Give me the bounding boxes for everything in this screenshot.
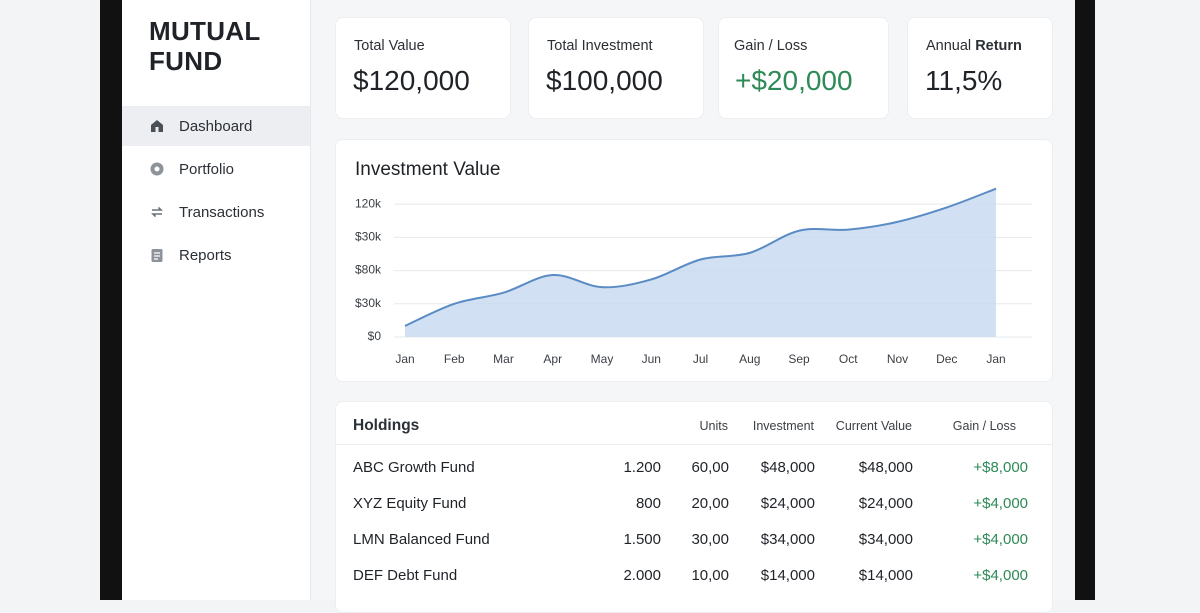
y-tick-label: $0 bbox=[368, 329, 382, 343]
holdings-card: Holdings Units Investment Current Value Gai… bbox=[335, 401, 1053, 613]
icon-transactions bbox=[151, 206, 163, 218]
stat-label: Gain / Loss bbox=[734, 38, 808, 54]
stat-label-emphasis: Return bbox=[975, 38, 1022, 54]
column-header: Gain / Loss bbox=[952, 419, 1016, 433]
nav-label: Portfolio bbox=[179, 160, 235, 178]
chart: Investment Value $0 $30k $80k $30k 120k Jan Fe… bbox=[355, 159, 1032, 366]
table-cell: $14,000 bbox=[858, 567, 913, 584]
table-cell: 30,00 bbox=[691, 531, 729, 548]
x-tick-label: Dec bbox=[936, 352, 957, 366]
holdings-title: Holdings bbox=[353, 417, 420, 434]
sidebar bbox=[122, 0, 311, 600]
gain-cell: +$4,000 bbox=[973, 531, 1028, 548]
x-tick-label: Jul bbox=[693, 352, 708, 366]
x-tick-label: Jan bbox=[395, 352, 414, 366]
icon-portfolio bbox=[150, 162, 164, 176]
y-tick-label: 120k bbox=[355, 196, 382, 210]
gain-cell: +$4,000 bbox=[973, 495, 1028, 512]
x-tick-label: Jun bbox=[642, 352, 661, 366]
column-header: Investment bbox=[752, 419, 814, 433]
page: MUTUAL FUND Dashboard Portfolio Transact… bbox=[100, 0, 1095, 613]
brand-title: MUTUAL FUND bbox=[149, 16, 261, 76]
y-tick-label: $30k bbox=[355, 230, 382, 244]
table-cell: 1.200 bbox=[623, 459, 661, 476]
x-tick-label: May bbox=[591, 352, 614, 366]
stat-value: +$20,000 bbox=[735, 65, 853, 96]
y-tick-label: $80k bbox=[355, 263, 382, 277]
table-cell: $34,000 bbox=[760, 531, 815, 548]
fund-name: DEF Debt Fund bbox=[353, 567, 458, 584]
table-cell: 10,00 bbox=[691, 567, 729, 584]
fund-name: ABC Growth Fund bbox=[353, 459, 475, 476]
stat-value: 11,5% bbox=[925, 65, 1003, 96]
table-cell: 2.000 bbox=[623, 567, 661, 584]
nav-item[interactable]: Dashboard bbox=[122, 106, 310, 146]
fund-name: LMN Balanced Fund bbox=[353, 531, 490, 548]
x-tick-label: Apr bbox=[543, 352, 562, 366]
divider bbox=[336, 444, 1052, 445]
column-header: Units bbox=[699, 419, 728, 433]
nav-label: Reports bbox=[179, 246, 232, 264]
nav-item[interactable]: Reports bbox=[122, 235, 310, 275]
x-tick-label: Oct bbox=[839, 352, 858, 366]
stat-card: Total Value $120,000 bbox=[335, 17, 511, 119]
table-cell: $48,000 bbox=[858, 459, 913, 476]
stat-card: Total Investment $100,000 bbox=[528, 17, 704, 119]
nav-label: Dashboard bbox=[179, 117, 253, 135]
table-cell: 800 bbox=[635, 495, 661, 512]
nav-label: Transactions bbox=[179, 203, 265, 221]
stat-label: Annual Return bbox=[926, 38, 1022, 54]
gain-cell: +$8,000 bbox=[973, 459, 1028, 476]
x-tick-label: Jan bbox=[986, 352, 1005, 366]
fund-name: XYZ Equity Fund bbox=[353, 495, 467, 512]
chart-card: Investment Value $0 $30k $80k $30k 120k Jan Fe… bbox=[335, 139, 1053, 382]
table-cell: $24,000 bbox=[760, 495, 815, 512]
area bbox=[405, 188, 996, 337]
table-cell: 20,00 bbox=[691, 495, 729, 512]
stat-label: Total Investment bbox=[547, 38, 653, 54]
nav-item[interactable]: Portfolio bbox=[122, 149, 310, 189]
nav-item[interactable]: Transactions bbox=[122, 192, 310, 232]
stat-card: Annual Return 11,5% bbox=[907, 17, 1053, 119]
x-tick-label: Mar bbox=[493, 352, 514, 366]
x-tick-label: Aug bbox=[739, 352, 760, 366]
x-tick-label: Feb bbox=[444, 352, 465, 366]
y-tick-label: $30k bbox=[355, 296, 382, 310]
table-cell: 1.500 bbox=[623, 531, 661, 548]
table-cell: $48,000 bbox=[760, 459, 815, 476]
x-tick-label: Nov bbox=[887, 352, 908, 366]
stat-label-text: Annual bbox=[926, 38, 972, 54]
chart-title: Investment Value bbox=[355, 159, 500, 180]
icon-home bbox=[151, 120, 163, 132]
gain-cell: +$4,000 bbox=[973, 567, 1028, 584]
stat-label: Total Value bbox=[354, 38, 425, 54]
table-cell: $14,000 bbox=[760, 567, 815, 584]
table-cell: $24,000 bbox=[858, 495, 913, 512]
table-cell: 60,00 bbox=[691, 459, 729, 476]
stat-value: $100,000 bbox=[546, 65, 663, 96]
stat-value: $120,000 bbox=[353, 65, 470, 96]
icon-reports bbox=[151, 249, 163, 262]
column-header: Current Value bbox=[835, 419, 912, 433]
x-tick-label: Sep bbox=[788, 352, 810, 366]
table-cell: $34,000 bbox=[858, 531, 913, 548]
stat-card: Gain / Loss +$20,000 bbox=[718, 17, 889, 119]
line bbox=[404, 187, 997, 327]
